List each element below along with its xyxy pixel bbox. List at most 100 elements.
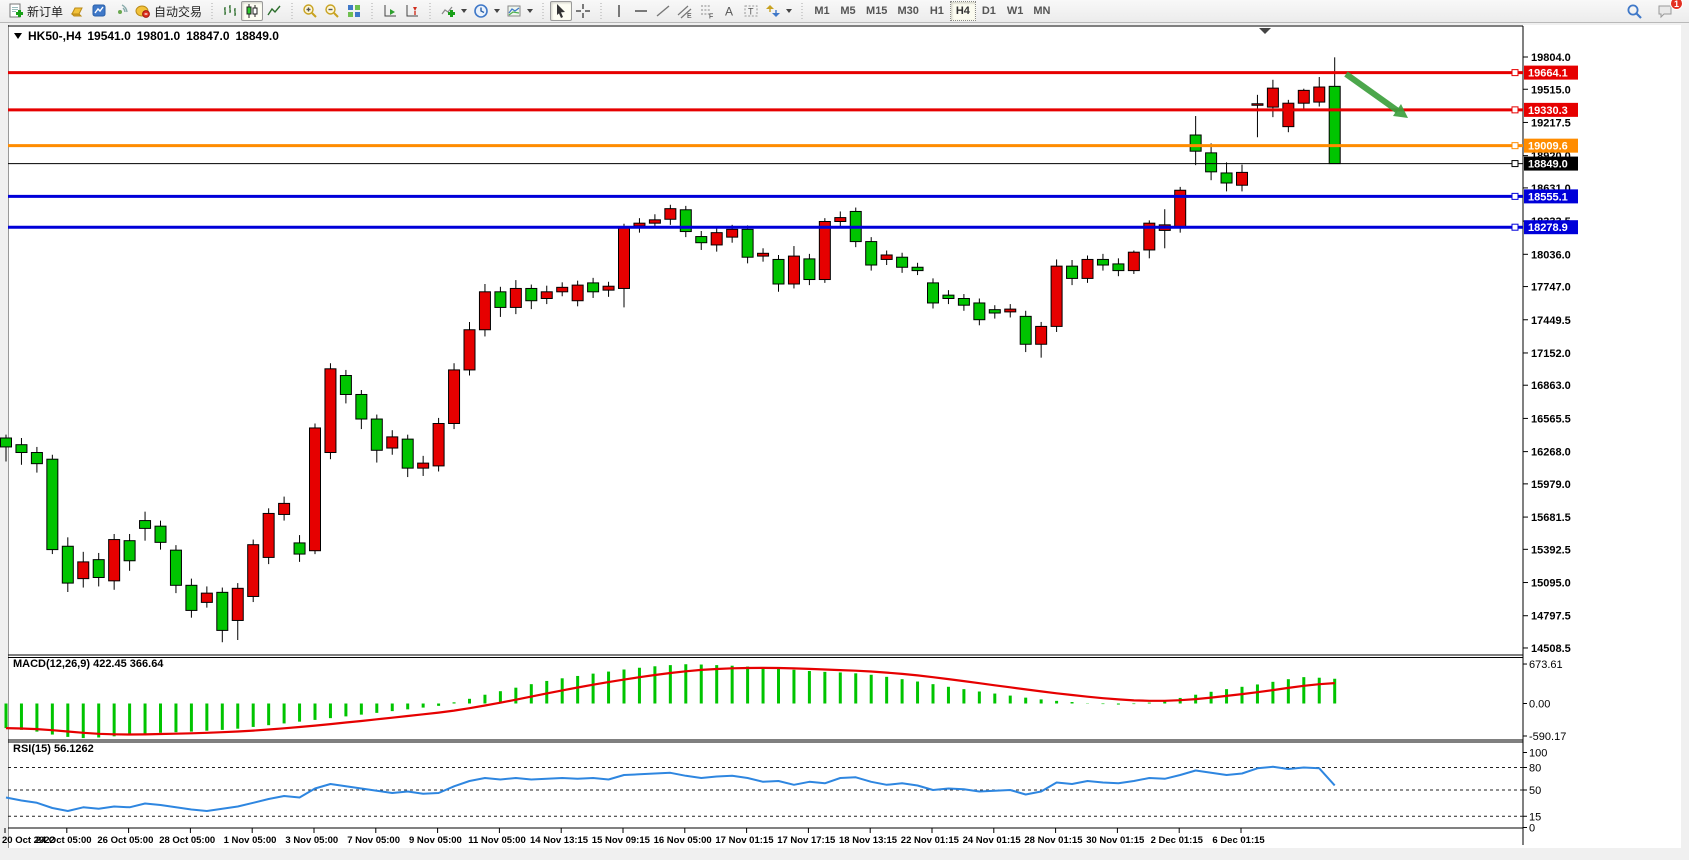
line-chart-icon <box>266 3 282 19</box>
bull-candle <box>478 291 491 331</box>
timeframe-button-M30[interactable]: M30 <box>897 5 919 17</box>
horizontal-line-19009.6[interactable] <box>8 142 1523 150</box>
line-handle[interactable] <box>1511 69 1519 77</box>
date-tick-label: 15 Nov 09:15 <box>592 835 651 846</box>
line-handle[interactable] <box>1511 223 1519 231</box>
bull-candle <box>726 228 739 238</box>
periods-button[interactable] <box>470 1 503 21</box>
timeframe-button-M1[interactable]: M1 <box>814 5 830 17</box>
line-handle[interactable] <box>1511 106 1519 114</box>
bull-candle <box>448 369 461 424</box>
signal-button[interactable] <box>110 1 132 21</box>
indicators-button[interactable] <box>437 1 470 21</box>
timeframe-button-M15[interactable]: M15 <box>866 5 888 17</box>
date-tick-label: 7 Nov 05:00 <box>347 835 400 846</box>
horizontal-line-18555.1[interactable] <box>8 192 1523 200</box>
bear-candle <box>92 559 105 579</box>
timeframe-button-W1[interactable]: W1 <box>1006 5 1024 17</box>
price-tick-label: 14797.5 <box>1531 611 1571 623</box>
new-order-button[interactable]: 新订单 <box>5 1 66 21</box>
chart-shift-button[interactable] <box>401 1 423 21</box>
horizontal-line-18849.0[interactable] <box>8 160 1523 168</box>
bear-candle <box>1066 265 1079 279</box>
date-tick-label: 17 Nov 01:15 <box>715 835 774 846</box>
horizontal-line-button[interactable] <box>630 1 652 21</box>
timeframe-button-D1[interactable]: D1 <box>981 5 996 17</box>
svg-text:T: T <box>748 7 754 17</box>
date-tick-label: 1 Nov 05:00 <box>224 835 277 846</box>
bull-candle <box>880 254 893 260</box>
timeframe-button-H4[interactable]: H4 <box>949 1 976 21</box>
timeframe-button-MN[interactable]: MN <box>1033 5 1051 17</box>
date-tick-label: 28 Nov 01:15 <box>1024 835 1083 846</box>
price-axis: 19804.019515.019217.518920.018631.018333… <box>1523 52 1571 655</box>
text-button[interactable]: A <box>718 1 740 21</box>
toolbar-group-zoom <box>296 0 368 22</box>
toolbar-grip <box>800 3 805 19</box>
bar-chart-button[interactable] <box>219 1 241 21</box>
line-handle[interactable] <box>1511 160 1519 168</box>
price-tick-label: 17152.0 <box>1531 348 1571 360</box>
bull-candle <box>77 561 90 580</box>
bear-candle <box>803 258 816 281</box>
bull-candle <box>540 291 553 300</box>
cursor-button[interactable] <box>550 1 573 21</box>
chart-shift-marker[interactable] <box>1259 28 1271 34</box>
arrows-button[interactable] <box>762 1 795 21</box>
toolbar-grip <box>599 3 604 19</box>
bear-candle <box>154 525 167 543</box>
chevron-down-icon <box>494 9 501 13</box>
bear-candle <box>695 236 708 244</box>
rsi-label: RSI(15) 56.1262 <box>13 743 94 755</box>
trend-arrow-annotation[interactable] <box>1344 71 1408 118</box>
toolbar-grip <box>428 3 433 19</box>
horizontal-line-19664.1[interactable] <box>8 69 1523 77</box>
fibonacci-button[interactable]: F <box>696 1 718 21</box>
svg-text:E: E <box>687 13 692 19</box>
bull-candle <box>417 462 430 469</box>
zoom-in-button[interactable] <box>299 1 321 21</box>
templates-button[interactable] <box>503 1 536 21</box>
bull-candle <box>108 539 121 582</box>
cursor-icon <box>553 3 569 19</box>
signal-icon <box>113 3 129 19</box>
tile-windows-button[interactable] <box>343 1 365 21</box>
bull-candle <box>463 329 476 371</box>
zoom-out-button[interactable] <box>321 1 343 21</box>
rsi-levels <box>8 767 1523 817</box>
crosshair-button[interactable] <box>572 1 594 21</box>
line-handle[interactable] <box>1511 192 1519 200</box>
text-label-button[interactable]: T <box>740 1 762 21</box>
notification-badge: 1 <box>1670 0 1683 10</box>
ohlc-low: 18847.0 <box>186 29 230 43</box>
gold-button[interactable] <box>66 1 88 21</box>
rsi-axis-label: 15 <box>1529 811 1541 823</box>
bull-candle <box>710 232 723 246</box>
line-handle[interactable] <box>1511 142 1519 150</box>
bull-candle <box>602 285 615 291</box>
candles-layer <box>0 57 1341 643</box>
channel-button[interactable]: E <box>674 1 696 21</box>
collapse-triangle-icon[interactable] <box>14 33 22 39</box>
timeframe-button-H1[interactable]: H1 <box>929 5 944 17</box>
horizontal-line-18278.9[interactable] <box>8 223 1523 231</box>
search-button[interactable] <box>1623 1 1646 21</box>
timeframe-button-M5[interactable]: M5 <box>840 5 856 17</box>
svg-text:F: F <box>709 14 713 20</box>
bear-candle <box>1328 85 1341 165</box>
bear-candle <box>927 282 939 304</box>
vertical-line-button[interactable] <box>608 1 630 21</box>
price-tick-label: 17449.5 <box>1531 315 1571 327</box>
trendline-button[interactable] <box>652 1 674 21</box>
line-chart-button[interactable] <box>263 1 285 21</box>
vertical-line-icon <box>612 3 626 19</box>
notifications-button[interactable]: 1 <box>1654 0 1683 21</box>
charts-button[interactable] <box>88 1 110 21</box>
horizontal-line-19330.3[interactable] <box>8 106 1523 114</box>
rsi-axis-label: 100 <box>1529 748 1547 760</box>
candlestick-button[interactable] <box>241 1 264 21</box>
bar-chart-icon <box>222 3 238 19</box>
auto-scroll-button[interactable] <box>379 1 401 21</box>
auto-trading-button[interactable]: 自动交易 <box>132 1 205 21</box>
